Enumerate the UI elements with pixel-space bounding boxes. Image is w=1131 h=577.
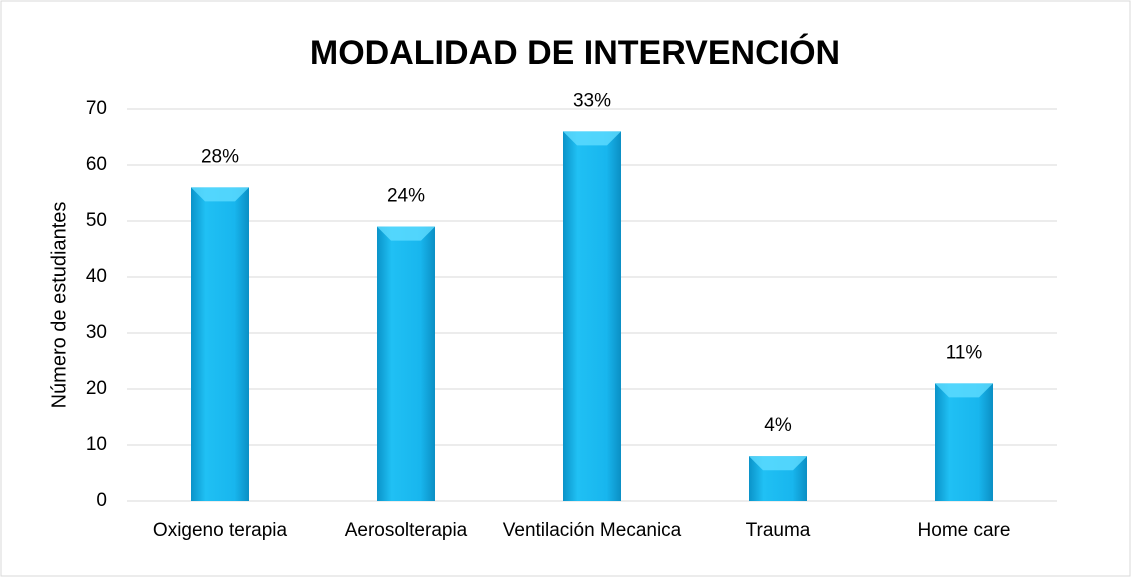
y-tick-label: 20 [86, 378, 107, 399]
bar-bevel [563, 131, 621, 146]
x-tick-label: Trauma [745, 520, 811, 541]
data-label: 24% [387, 186, 425, 207]
x-tick-label: Oxigeno terapia [152, 520, 288, 541]
bar-bevel [935, 383, 993, 398]
y-tick-label: 40 [86, 266, 107, 287]
bar [935, 383, 993, 501]
y-tick-label: 0 [96, 490, 107, 511]
x-tick-label: Aerosolterapia [344, 520, 468, 541]
data-label: 28% [201, 146, 239, 167]
y-axis-label: Número de estudiantes [48, 202, 70, 409]
data-label: 33% [573, 90, 611, 111]
bar [563, 131, 621, 501]
y-tick-label: 70 [86, 98, 107, 119]
bar-bevel [749, 456, 807, 471]
bar [377, 226, 435, 501]
chart-title: MODALIDAD DE INTERVENCIÓN [310, 34, 840, 72]
y-tick-label: 30 [86, 322, 107, 343]
y-tick-label: 50 [86, 210, 107, 231]
y-tick-label: 60 [86, 154, 107, 175]
data-label: 4% [764, 415, 792, 436]
x-tick-label: Home care [917, 520, 1011, 541]
x-tick-label: Ventilación Mecanica [502, 520, 682, 541]
data-label: 11% [946, 342, 983, 363]
bar [191, 187, 249, 501]
y-tick-label: 10 [86, 434, 107, 455]
bar-bevel [191, 187, 249, 202]
bar-bevel [377, 226, 435, 241]
